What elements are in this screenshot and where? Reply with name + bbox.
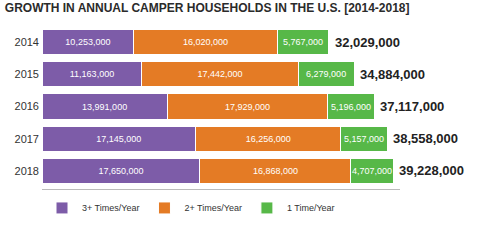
svg-text:2+ Times/Year: 2+ Times/Year	[184, 203, 241, 213]
svg-text:2016: 2016	[15, 100, 39, 112]
svg-text:2014: 2014	[15, 36, 39, 48]
svg-text:2015: 2015	[15, 68, 39, 80]
svg-text:37,117,000: 37,117,000	[380, 99, 444, 114]
svg-text:17,442,000: 17,442,000	[197, 69, 242, 79]
svg-text:32,029,000: 32,029,000	[335, 35, 400, 50]
svg-text:17,929,000: 17,929,000	[225, 102, 270, 112]
svg-text:1 Time/Year: 1 Time/Year	[287, 203, 335, 213]
svg-text:4,707,000: 4,707,000	[352, 166, 392, 176]
svg-text:5,196,000: 5,196,000	[331, 102, 371, 112]
svg-text:10,253,000: 10,253,000	[65, 37, 110, 47]
svg-text:16,020,000: 16,020,000	[183, 37, 228, 47]
svg-text:6,279,000: 6,279,000	[306, 69, 346, 79]
svg-text:16,256,000: 16,256,000	[246, 134, 291, 144]
svg-text:16,868,000: 16,868,000	[253, 166, 298, 176]
svg-text:2017: 2017	[15, 133, 39, 145]
svg-text:5,767,000: 5,767,000	[283, 37, 323, 47]
svg-text:39,228,000: 39,228,000	[399, 163, 464, 178]
svg-text:3+ Times/Year: 3+ Times/Year	[82, 203, 139, 213]
svg-text:17,650,000: 17,650,000	[98, 166, 143, 176]
svg-text:5,157,000: 5,157,000	[344, 134, 384, 144]
svg-text:GROWTH IN ANNUAL CAMPER HOUSEH: GROWTH IN ANNUAL CAMPER HOUSEHOLDS IN TH…	[5, 1, 410, 15]
svg-text:11,163,000: 11,163,000	[70, 69, 114, 79]
svg-text:17,145,000: 17,145,000	[96, 134, 141, 144]
svg-text:38,558,000: 38,558,000	[393, 131, 458, 146]
svg-text:2018: 2018	[15, 165, 39, 177]
svg-text:13,991,000: 13,991,000	[82, 102, 127, 112]
svg-text:34,884,000: 34,884,000	[360, 67, 425, 82]
